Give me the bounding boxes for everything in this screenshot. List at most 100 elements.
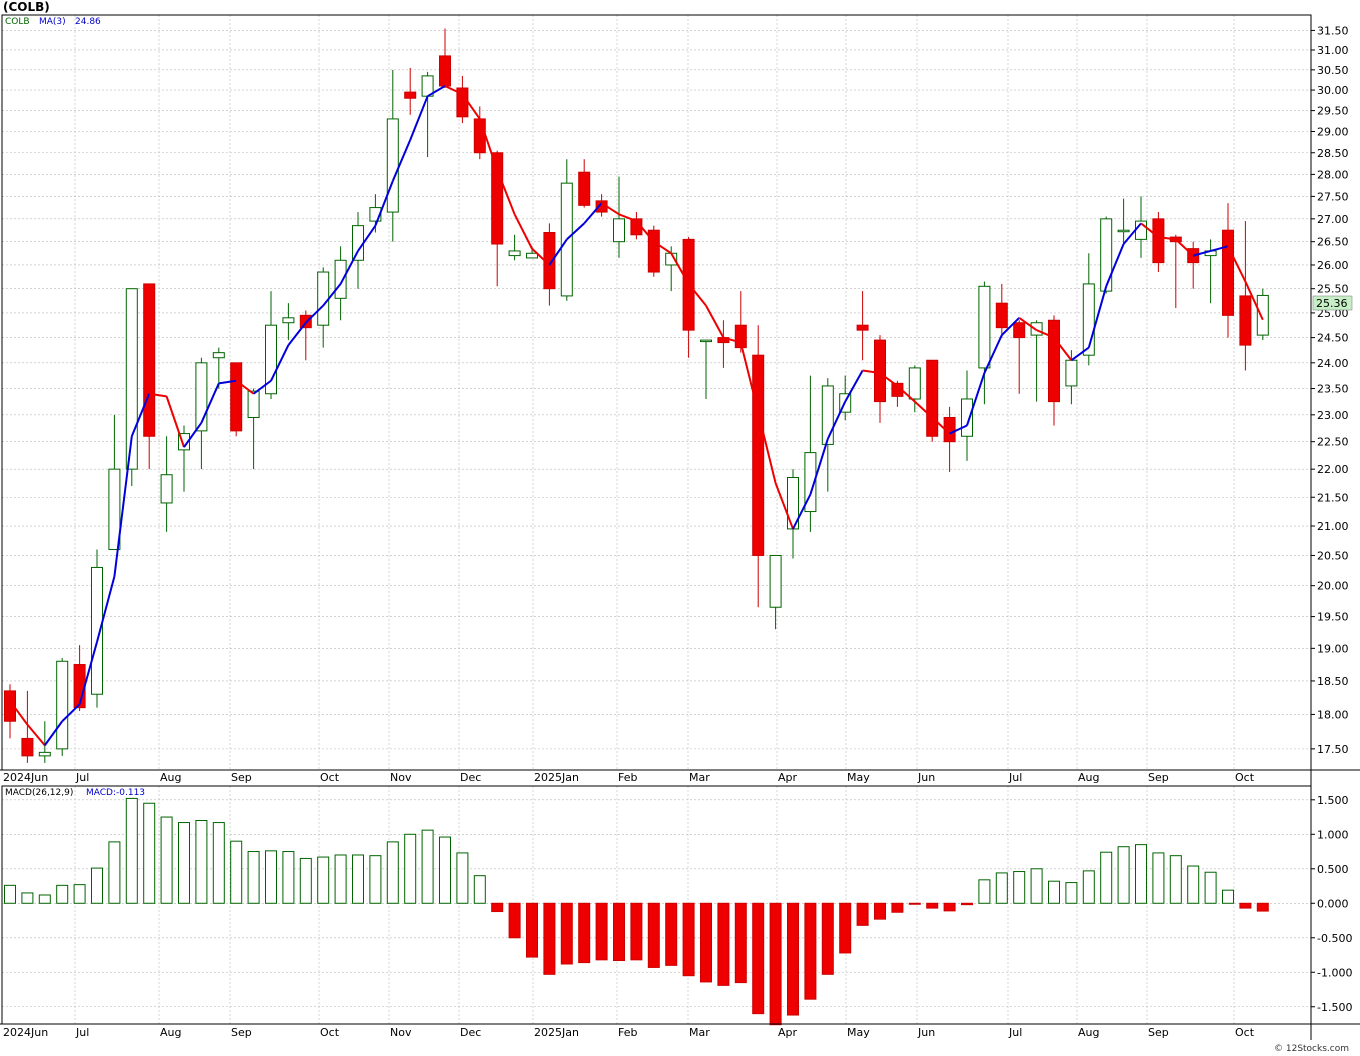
macd-x-label: 2025Jan (534, 1026, 579, 1039)
ma-segment (26, 724, 46, 747)
candle (212, 352, 225, 359)
macd-bar (613, 902, 625, 962)
candle (647, 229, 660, 273)
macd-bar (839, 902, 852, 954)
macd-bar (1117, 846, 1130, 904)
ma-segment (566, 222, 585, 241)
legend-symbol: COLB (5, 17, 30, 27)
macd-x-label: Jul (75, 1026, 89, 1039)
last-price-box (1312, 295, 1353, 311)
macd-x-label: Dec (460, 1026, 481, 1039)
price-tick-label: 25.50 (1317, 283, 1349, 296)
candle (317, 271, 330, 326)
candle (38, 751, 51, 757)
macd-tick-label: 1.000 (1317, 828, 1349, 841)
candle (4, 690, 16, 722)
macd-x-label: May (847, 1026, 870, 1039)
price-tick-label: 19.50 (1317, 611, 1349, 624)
price-x-axis: 2024Jun Jul Aug Sep Oct Nov Dec 2025Jan Feb Mar Ap… (3, 771, 1255, 784)
price-tick-label: 17.50 (1317, 743, 1349, 756)
ma-segment (130, 393, 151, 437)
macd-bar (56, 884, 69, 904)
price-x-label: Oct (320, 771, 340, 784)
candle (978, 285, 991, 369)
ma-segment (113, 436, 133, 577)
ma-segment (949, 424, 968, 435)
watermark: © 12Stocks.com (1274, 1044, 1349, 1054)
macd-bar (421, 829, 434, 904)
candle (108, 468, 121, 551)
price-tick-label: 26.50 (1317, 236, 1349, 249)
ma-segment (670, 252, 690, 285)
panel-frames (0, 14, 1360, 1040)
macd-bar (317, 856, 330, 904)
macd-tick-label: -0.500 (1317, 932, 1352, 945)
ma-segment (253, 379, 272, 395)
ma-segment (235, 379, 255, 395)
ma-segment (531, 247, 551, 266)
macd-bar (647, 902, 660, 968)
ma-segment (165, 396, 185, 448)
candle (804, 452, 817, 513)
ma-segment (1140, 222, 1160, 238)
candle (439, 55, 451, 87)
price-x-label: Oct (1235, 771, 1255, 784)
macd-bar (543, 902, 556, 975)
price-x-label: Aug (1078, 771, 1099, 784)
price-candles (4, 28, 1269, 763)
ma-segment (548, 238, 568, 266)
ma-segment (687, 283, 707, 307)
macd-bar (926, 902, 939, 909)
macd-bar (1082, 870, 1095, 904)
candle (1256, 294, 1269, 336)
candle (282, 317, 295, 324)
macd-bar (91, 867, 103, 904)
ma-segment (1018, 316, 1038, 331)
macd-bar (943, 902, 956, 912)
candle (734, 324, 747, 349)
macd-bar (821, 902, 834, 975)
macd-bar (874, 902, 886, 920)
candle (1065, 359, 1078, 387)
macd-bar (247, 851, 260, 904)
ma-segment (427, 85, 446, 98)
macd-bar (1169, 855, 1182, 904)
macd-bar (404, 833, 417, 904)
macd-x-label: Jun (917, 1026, 935, 1039)
ma-segment (1192, 249, 1211, 257)
candle (230, 362, 243, 432)
legend-ma-label: MA(3) (39, 17, 66, 27)
candle (56, 660, 69, 750)
macd-bar (752, 902, 765, 1015)
macd-bar (73, 884, 86, 904)
ma-segment (1175, 238, 1194, 257)
ma-segment (739, 342, 760, 413)
ma-segment (757, 411, 777, 484)
ma-segment (1070, 346, 1090, 362)
ma-segment (583, 202, 603, 225)
ma-segment (1105, 243, 1125, 287)
candle (961, 398, 973, 437)
candle (769, 554, 782, 608)
price-tick-label: 21.50 (1317, 491, 1349, 504)
ma-segment (183, 422, 203, 448)
candle (908, 367, 921, 400)
macd-bar (38, 894, 51, 904)
macd-x-label: Feb (618, 1026, 637, 1039)
ma-segment (792, 493, 812, 530)
candle (125, 288, 138, 470)
price-x-label: Mar (689, 771, 710, 784)
macd-bar (125, 797, 138, 904)
ma-segment (983, 334, 1003, 374)
macd-x-axis: 2024Jun Jul Aug Sep Oct Nov Dec 2025Jan Feb Mar Ap… (3, 1026, 1255, 1039)
price-x-label: Jun (917, 771, 935, 784)
price-x-label: Dec (460, 771, 481, 784)
legend-ma-value: 24.86 (75, 17, 101, 27)
macd-bar (787, 902, 799, 1016)
macd-x-label: 2024Jun (3, 1026, 48, 1039)
candle (1048, 319, 1060, 403)
macd-bar (21, 892, 34, 904)
macd-bar (160, 816, 173, 904)
ma-segment (461, 93, 481, 120)
ma-segment (149, 392, 167, 398)
